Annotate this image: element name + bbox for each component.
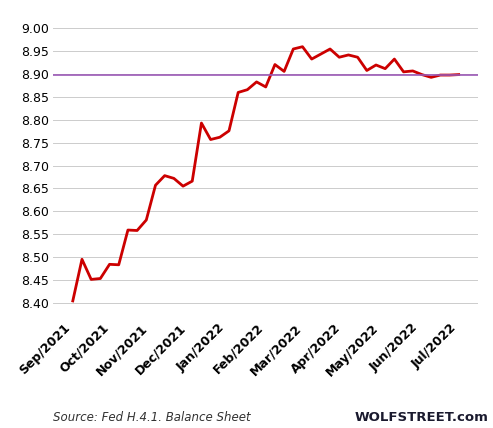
Text: Source: Fed H.4.1. Balance Sheet: Source: Fed H.4.1. Balance Sheet — [54, 411, 251, 424]
Text: WOLFSTREET.com: WOLFSTREET.com — [354, 411, 488, 424]
